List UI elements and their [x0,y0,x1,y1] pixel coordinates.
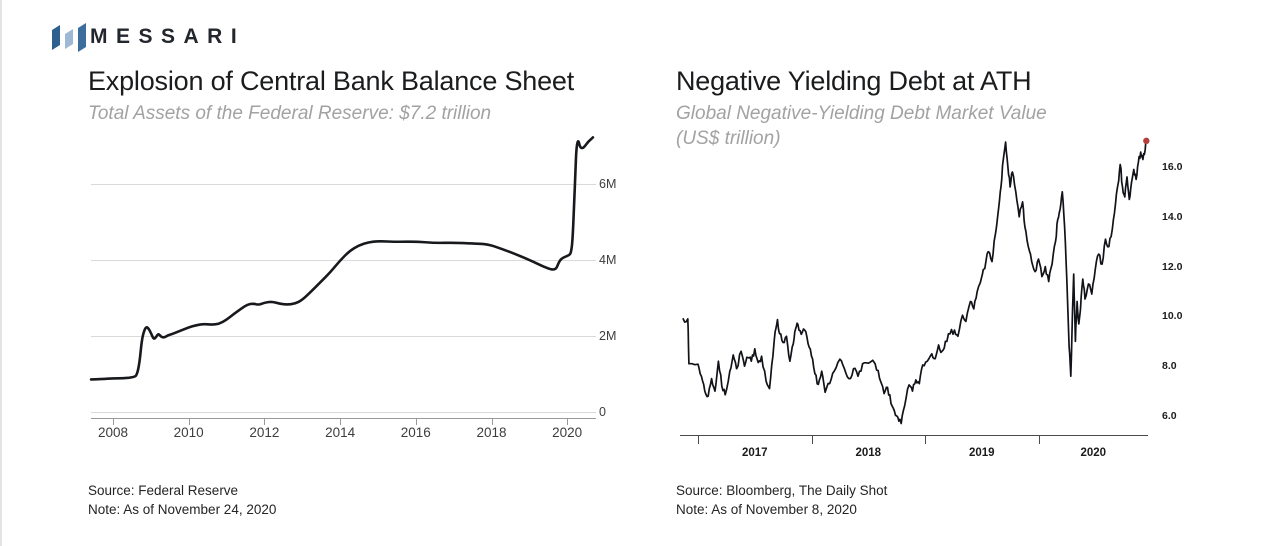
x-tick-label: 2020 [1080,447,1107,459]
x-axis-line [680,434,1148,436]
y-tick-label: 8.0 [1162,360,1177,373]
x-axis-tick [567,418,569,425]
x-tick-label: 2020 [552,425,583,440]
x-axis-line [91,417,596,419]
x-axis-tick [188,418,190,425]
left-chart-subtitle: Total Assets of the Federal Reserve: $7.… [88,101,491,126]
left-chart-subtitle-line1: Total Assets of the Federal Reserve: $7.… [88,103,492,124]
y-tick-label: 12.0 [1162,260,1183,273]
x-tick-label: 2019 [968,447,995,459]
y-tick-label: 16.0 [1162,161,1183,173]
x-axis-tick [340,418,342,425]
x-axis-tick [415,418,417,425]
brand-wordmark: MESSARI [90,25,246,48]
x-axis-tick [491,418,493,425]
y-tick-label: 4M [599,252,617,267]
right-chart-subtitle-line1: Global Negative-Yielding Debt Market Val… [676,103,1047,124]
right-chart-source: Source: Bloomberg, The Daily Shot [676,483,888,498]
left-chart-note: Note: As of November 24, 2020 [88,502,277,517]
y-gridline [91,412,596,413]
x-axis-tick [925,435,926,444]
y-tick-label: 6M [599,176,617,191]
y-gridline [91,336,596,337]
y-gridline [91,184,596,185]
right-chart-title: Negative Yielding Debt at ATH [676,66,1032,96]
y-tick-label: 10.0 [1162,310,1183,323]
x-axis-tick [264,418,266,425]
left-chart-source-block: Source: Federal Reserve Note: As of Nove… [88,481,276,519]
messari-logo-icon [52,23,86,52]
x-axis-tick [113,418,114,425]
x-tick-label: 2010 [173,425,204,440]
y-tick-label: 14.0 [1162,210,1183,223]
x-tick-label: 2014 [325,425,356,440]
x-tick-label: 2018 [855,447,882,459]
page-left-border [0,0,2,546]
x-tick-label: 2012 [249,425,280,440]
y-tick-label: 2M [599,328,617,343]
left-chart-title: Explosion of Central Bank Balance Sheet [88,66,575,96]
x-axis-tick [698,435,699,444]
x-tick-label: 2017 [741,447,768,459]
y-tick-label: 0 [599,404,606,419]
left-chart-source: Source: Federal Reserve [88,483,239,498]
x-axis-tick [811,435,813,444]
x-tick-label: 2018 [476,425,507,440]
y-tick-label: 6.0 [1162,410,1177,422]
x-axis-tick [1038,435,1040,444]
right-chart-source-block: Source: Bloomberg, The Daily Shot Note: … [676,481,887,519]
x-tick-label: 2016 [400,425,431,440]
x-tick-label: 2008 [97,425,129,440]
right-chart-note: Note: As of November 8, 2020 [676,502,857,517]
y-gridline [91,260,596,261]
